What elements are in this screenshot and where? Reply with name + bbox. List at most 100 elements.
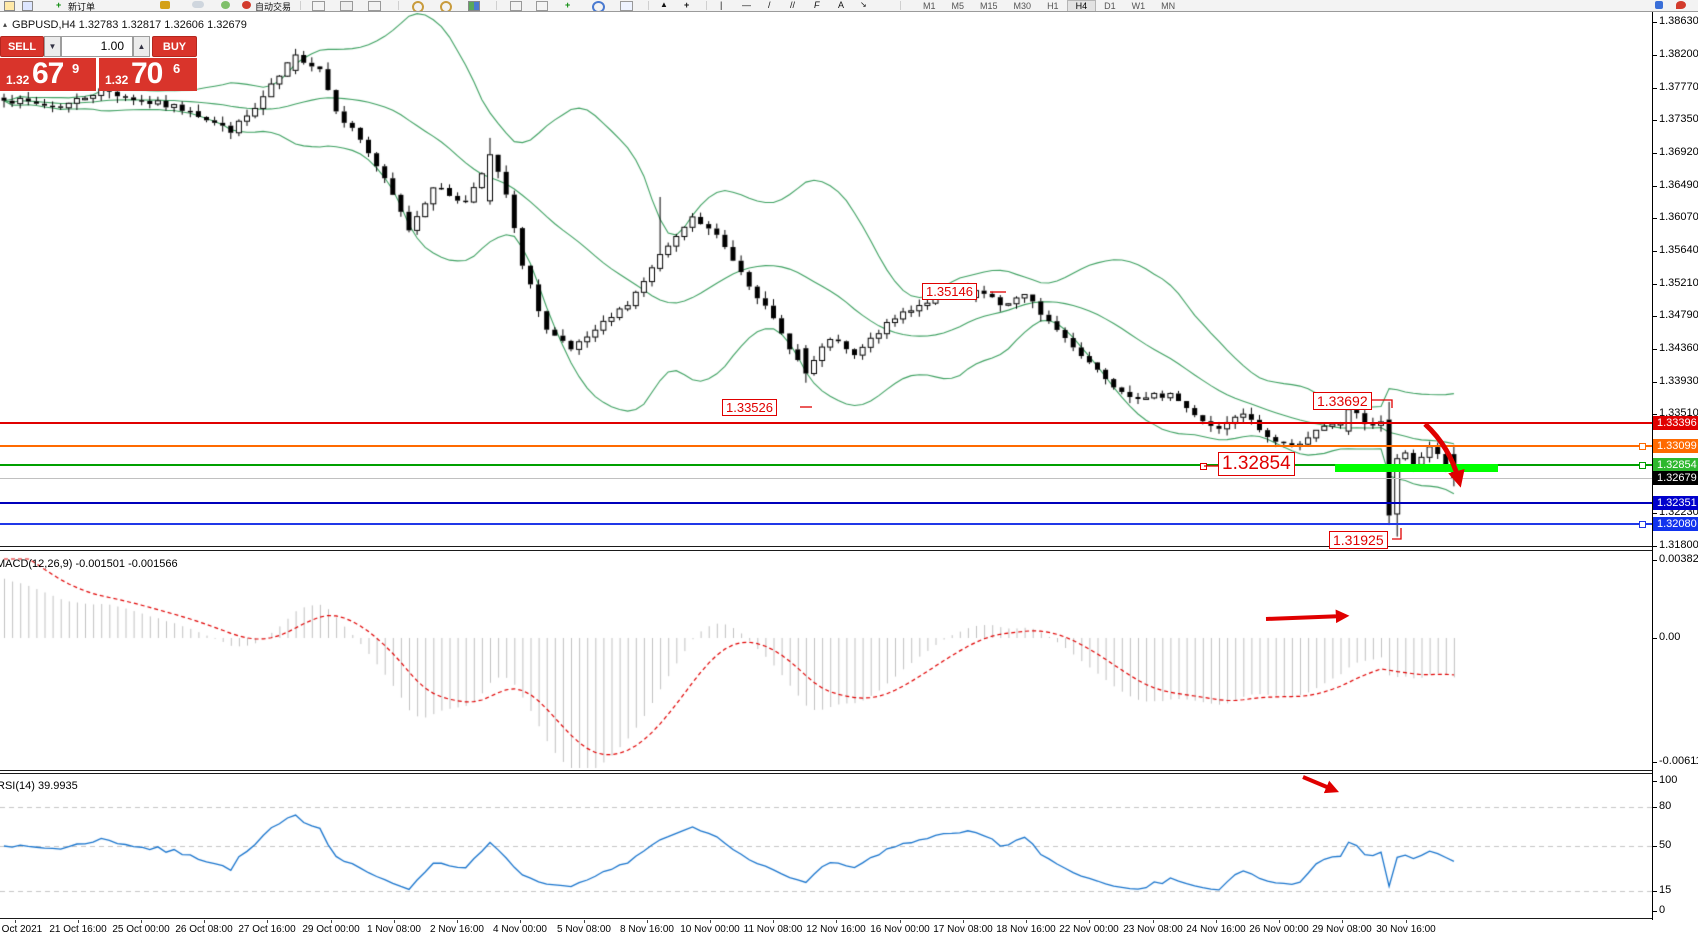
level-handle[interactable] [1639,462,1646,469]
chart-window-icon[interactable] [4,1,15,11]
sell-button[interactable]: SELL [0,36,44,57]
candle-chart-mode-icon[interactable] [340,1,353,11]
time-tick [1026,920,1027,923]
level-line-1.33099[interactable] [0,445,1652,447]
time-tick [710,920,711,923]
signals-icon[interactable] [221,1,230,9]
time-tick [78,920,79,923]
indicators-add-icon[interactable]: + [565,0,571,10]
time-tick [457,920,458,923]
profile-icon[interactable] [22,1,33,11]
cursor-tool-icon[interactable]: ▲ [660,0,668,9]
buy-button[interactable]: BUY [152,36,197,57]
time-tick-label: 8 Nov 16:00 [620,924,674,935]
price-tick [1652,55,1657,56]
level-line-1.33396[interactable] [0,422,1652,424]
autotrading-button[interactable]: 自动交易 [255,2,292,12]
period-clock-icon[interactable] [592,1,605,11]
price-tick [1652,546,1657,547]
auto-scroll-icon[interactable] [510,1,522,11]
new-order-plus-icon[interactable]: + [56,0,62,10]
pane-separator[interactable] [0,773,1652,774]
vertical-line-tool-icon[interactable]: | [720,0,723,10]
horizontal-line-tool-icon[interactable]: — [742,0,751,10]
volume-input[interactable]: 1.00 [61,36,133,57]
pane-separator[interactable] [0,546,1652,547]
time-tick [584,920,585,923]
time-tick [204,920,205,923]
time-tick [394,920,395,923]
buy-price-display[interactable]: 1.32 70 6 [99,57,197,91]
callout-1.35146[interactable]: 1.35146 [922,283,977,300]
volume-increase-button[interactable]: ▲ [133,36,150,57]
price-tick [1652,88,1657,89]
time-tick-label: 11 Nov 08:00 [743,924,803,935]
callout-1.33526[interactable]: 1.33526 [722,399,777,416]
volume-decrease-button[interactable]: ▼ [44,36,61,57]
time-tick-label: 5 Nov 08:00 [557,924,611,935]
new-order-button[interactable]: 新订单 [68,2,96,12]
time-tick-label: 4 Nov 00:00 [493,924,547,935]
price-tick-label: 1.36920 [1659,146,1698,158]
time-tick-label: 16 Nov 00:00 [870,924,930,935]
chart-shift-icon[interactable] [536,1,548,11]
timeframe-h4[interactable]: H4 [1066,0,1097,11]
time-tick [520,920,521,923]
market-watch-icon[interactable] [160,1,170,9]
level-line-1.32854[interactable] [0,464,1652,466]
autotrading-status-icon[interactable] [242,1,251,9]
notification-icon[interactable] [1655,1,1663,9]
price-tick-label: 1.38630 [1659,15,1698,27]
cloud-icon[interactable] [192,1,204,8]
time-tick-label: 26 Oct 08:00 [175,924,233,935]
bar-chart-mode-icon[interactable] [312,1,325,11]
callout-anchor[interactable] [1200,463,1207,470]
price-tick [1652,382,1657,383]
chat-bubble-icon[interactable] [1676,1,1686,9]
price-tick [1652,251,1657,252]
tile-windows-icon[interactable] [468,1,480,11]
channel-tool-icon[interactable]: // [790,0,796,10]
time-tick-label: 25 Oct 00:00 [112,924,170,935]
rsi-pane-canvas[interactable] [0,777,1652,918]
timeframe-w1[interactable]: W1 [1131,1,1146,11]
level-handle[interactable] [1639,521,1646,528]
ohlc-title-text: GBPUSD,H4 1.32783 1.32817 1.32606 1.3267… [12,19,247,31]
arrows-tool-icon[interactable]: ↘ [860,0,867,9]
timeframe-h1[interactable]: H1 [1047,1,1059,11]
level-line-1.32080[interactable] [0,523,1652,525]
timeframe-m15[interactable]: M15 [980,1,998,11]
pane-separator[interactable] [0,550,1652,551]
callout-1.31925[interactable]: 1.31925 [1329,531,1388,549]
oneclick-collapse-icon[interactable]: ▴ [3,20,8,29]
main-chart-canvas[interactable] [0,11,1652,556]
level-line-1.32351[interactable] [0,502,1652,504]
text-tool-icon[interactable]: A [838,0,845,10]
price-axis-badge-1.32080: 1.32080 [1653,517,1698,531]
sell-price-display[interactable]: 1.32 67 9 [0,57,96,91]
time-tick [1153,920,1154,923]
zoom-out-icon[interactable] [440,1,452,11]
level-handle[interactable] [1639,443,1646,450]
callout-1.33692[interactable]: 1.33692 [1313,392,1372,410]
time-tick-label: 29 Oct 00:00 [302,924,360,935]
pane-separator[interactable] [0,770,1652,771]
fibonacci-tool-icon[interactable]: F [814,0,820,10]
macd-pane-canvas[interactable] [0,556,1652,770]
trendline-tool-icon[interactable]: / [768,0,771,10]
time-tick-label: 27 Oct 16:00 [238,924,296,935]
timeframe-d1[interactable]: D1 [1104,1,1116,11]
support-highlight-bar[interactable] [1335,464,1498,472]
zoom-in-icon[interactable] [412,1,424,11]
price-axis-badge-1.33396: 1.33396 [1653,416,1698,430]
crosshair-tool-icon[interactable]: + [684,0,690,10]
callout-1.32854[interactable]: 1.32854 [1218,452,1295,476]
timeframe-m5[interactable]: M5 [951,1,965,11]
level-line-1.32679[interactable] [0,478,1652,479]
line-chart-mode-icon[interactable] [368,1,381,11]
timeframe-mn[interactable]: MN [1161,1,1176,11]
timeframe-m30[interactable]: M30 [1013,1,1032,11]
templates-icon[interactable] [620,1,633,11]
timeframe-m1[interactable]: M1 [923,1,936,11]
time-axis[interactable]: 20 Oct 2021 21 Oct 16:00 25 Oct 00:00 26 Oc… [0,920,1698,938]
